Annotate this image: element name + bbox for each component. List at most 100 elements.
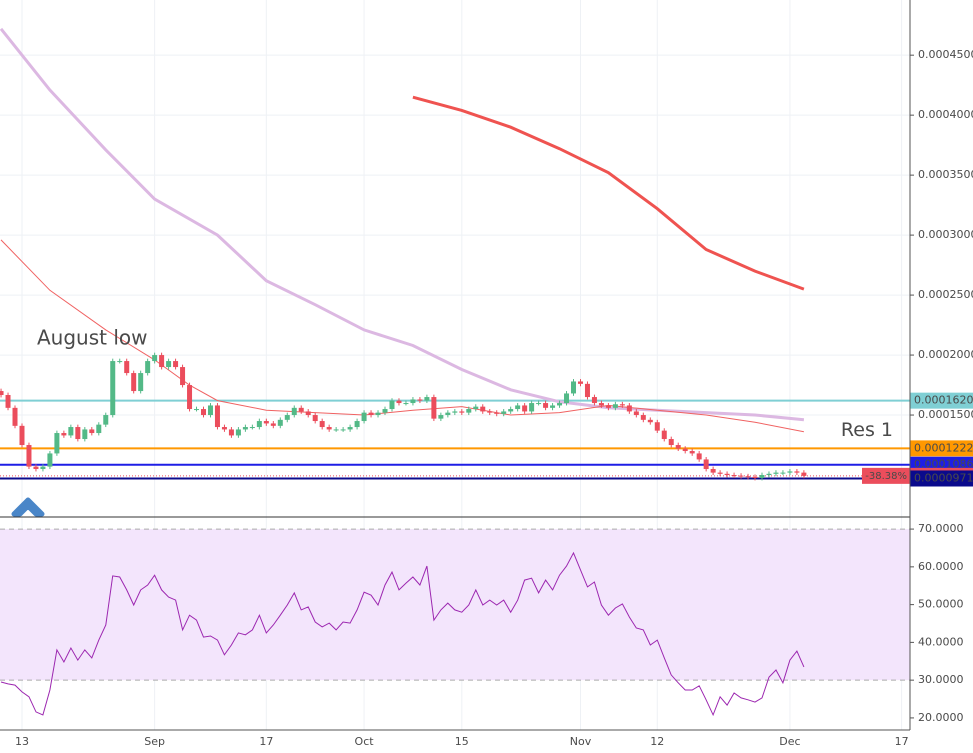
y-tick-label: 0.0003000 xyxy=(918,228,973,241)
x-tick-label: 17 xyxy=(895,735,909,748)
candle-body xyxy=(382,409,388,413)
level-price-box xyxy=(910,392,973,409)
candle-body xyxy=(584,383,590,398)
candle-body xyxy=(703,459,709,470)
candle-body xyxy=(145,361,151,374)
level-price-box xyxy=(910,440,973,457)
rsi-tick-label: 70.0000 xyxy=(918,522,964,535)
candle-body xyxy=(752,476,758,479)
candle-body xyxy=(536,403,542,405)
up-arrow-icon xyxy=(11,497,45,517)
candle-body xyxy=(180,367,186,386)
rsi-tick-label: 40.0000 xyxy=(918,635,964,648)
y-tick-label: 0.0004500 xyxy=(918,48,973,61)
candle-body xyxy=(654,422,660,431)
candle-body xyxy=(403,403,409,405)
candle-body xyxy=(515,405,521,410)
candle-body xyxy=(619,404,625,406)
level-price-label: 0.0001222 xyxy=(914,441,973,454)
candle-body xyxy=(201,409,207,416)
candle-body xyxy=(103,415,109,425)
candle-body xyxy=(417,399,423,401)
candle-body xyxy=(75,427,81,440)
candle-body xyxy=(675,445,681,449)
change-label: -38.38% xyxy=(865,471,907,482)
candle-body xyxy=(19,425,25,446)
candle-body xyxy=(591,397,597,404)
candle-body xyxy=(501,411,507,414)
candle-body xyxy=(54,433,60,454)
candle-body xyxy=(766,473,772,476)
candle-body xyxy=(773,472,779,474)
candle-body xyxy=(794,471,800,473)
candle-body xyxy=(543,403,549,408)
x-tick-label: 13 xyxy=(15,735,29,748)
candle-body xyxy=(598,403,604,406)
candle-body xyxy=(194,409,200,411)
candle-body xyxy=(410,399,416,404)
candle-body xyxy=(124,361,130,374)
level-name: Res 1 xyxy=(841,419,893,441)
candle-body xyxy=(710,469,716,473)
candle-body xyxy=(745,476,751,478)
grid-layer xyxy=(0,0,910,730)
candle-body xyxy=(242,427,248,430)
candle-body xyxy=(375,412,381,416)
candle-body xyxy=(235,429,241,436)
candle-body xyxy=(550,405,556,408)
candle-body xyxy=(131,373,137,392)
y-tick-label: 0.0002000 xyxy=(918,348,973,361)
candle-body xyxy=(319,421,325,428)
candle-body xyxy=(473,406,479,410)
august-low-label: August low xyxy=(37,326,148,350)
candle-body xyxy=(284,415,290,420)
level-price-label: 0.0001620 xyxy=(914,394,973,407)
moving-average xyxy=(412,95,805,291)
candle-body xyxy=(82,429,88,440)
candle-body xyxy=(759,475,765,479)
candle-body xyxy=(424,397,430,401)
candle-body xyxy=(480,406,486,412)
rsi-line xyxy=(0,551,805,717)
change-box xyxy=(862,467,910,484)
y-tick-label: 0.0001500 xyxy=(918,408,973,421)
candle-body xyxy=(277,419,283,426)
x-tick-label: 17 xyxy=(259,735,273,748)
price-layer xyxy=(0,27,910,481)
candle-body xyxy=(445,412,451,416)
candle-body xyxy=(487,411,493,413)
candle-body xyxy=(508,409,514,412)
candle-body xyxy=(5,395,11,408)
x-tick-label: Dec xyxy=(779,735,800,748)
candle-body xyxy=(396,400,402,404)
candle-body xyxy=(305,411,311,416)
rsi-layer xyxy=(0,528,910,717)
candle-body xyxy=(228,429,234,436)
candle-body xyxy=(26,445,32,467)
candle-body xyxy=(696,453,702,460)
candle-body xyxy=(270,423,276,426)
level-price-box xyxy=(910,470,973,487)
candle-body xyxy=(298,407,304,412)
candle-body xyxy=(159,355,165,368)
candle-body xyxy=(340,429,346,431)
candle-body xyxy=(291,407,297,416)
rsi-tick-label: 30.0000 xyxy=(918,673,964,686)
y-tick-label: 0.0002500 xyxy=(918,288,973,301)
rsi-tick-label: 50.0000 xyxy=(918,598,964,611)
candle-body xyxy=(633,411,639,416)
candle-body xyxy=(626,405,632,412)
candle-body xyxy=(12,407,18,426)
candle-body xyxy=(738,475,744,477)
axis-layer: 13 Sep 17 Oct 15 Nov 12 Dec 17 0.0004500 0.0004000… xyxy=(15,48,973,748)
moving-average xyxy=(0,239,804,433)
rsi-tick-label: 20.0000 xyxy=(918,711,964,724)
candle-body xyxy=(431,397,437,419)
x-tick-label: 15 xyxy=(455,735,469,748)
candle-body xyxy=(557,403,563,406)
candle-body xyxy=(787,471,793,473)
x-tick-label: Nov xyxy=(570,735,592,748)
x-tick-label: Oct xyxy=(355,735,375,748)
x-tick-label: 12 xyxy=(650,735,664,748)
candle-body xyxy=(801,472,807,476)
